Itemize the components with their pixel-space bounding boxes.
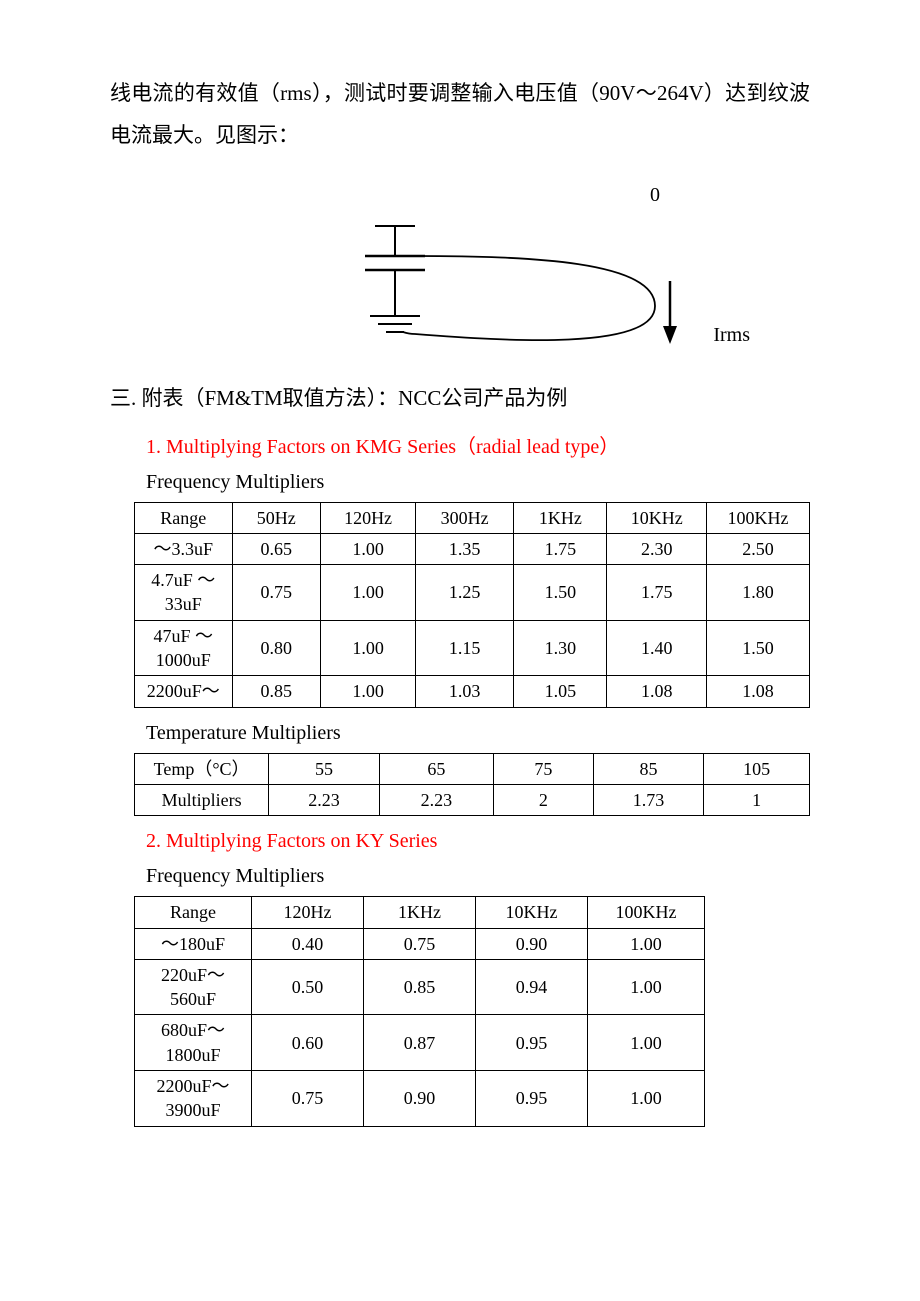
section3-heading: 三. 附表（FM&TM取值方法）：NCC公司产品为例 [110, 382, 810, 416]
table-cell: 47uF ～ 1000uF [135, 620, 233, 676]
table-header-cell: Range [135, 897, 252, 928]
table-cell: 1.08 [707, 676, 810, 707]
table-cell: 0.90 [476, 928, 588, 959]
table-cell: 0.75 [232, 565, 321, 621]
kmg-freq-title: Frequency Multipliers [146, 471, 810, 494]
table-cell: 2.50 [707, 533, 810, 564]
table-cell: 2 [494, 784, 594, 815]
table-header-cell: 1KHz [514, 502, 607, 533]
table-cell: Multipliers [135, 784, 269, 815]
table-cell: 0.90 [364, 1071, 476, 1127]
table-cell: 2200uF～ 3900uF [135, 1071, 252, 1127]
table-header-cell: 55 [269, 753, 380, 784]
table-header-cell: 100KHz [707, 502, 810, 533]
table-cell: 0.85 [364, 959, 476, 1015]
table-cell: 2200uF～ [135, 676, 233, 707]
table-cell: 0.75 [364, 928, 476, 959]
intro-paragraph: 线电流的有效值（rms），测试时要调整输入电压值（90V～264V）达到纹波电流… [110, 72, 810, 156]
table-cell: 2.23 [269, 784, 380, 815]
table-cell: 1.08 [607, 676, 707, 707]
table-header-cell: 120Hz [321, 502, 416, 533]
table-cell: 1.73 [593, 784, 704, 815]
table-cell: 1.25 [416, 565, 514, 621]
table-cell: 1.00 [321, 620, 416, 676]
table-header-cell: 65 [379, 753, 493, 784]
table-cell: 1.00 [588, 1015, 705, 1071]
circuit-figure: 0 Irms [110, 166, 810, 376]
table-cell: 0.94 [476, 959, 588, 1015]
table-header-cell: Temp（°C） [135, 753, 269, 784]
table-cell: 0.60 [252, 1015, 364, 1071]
table-cell: 1.15 [416, 620, 514, 676]
table-cell: ～3.3uF [135, 533, 233, 564]
kmg-temp-title: Temperature Multipliers [146, 722, 810, 745]
table-cell: 1.80 [707, 565, 810, 621]
table-cell: 0.75 [252, 1071, 364, 1127]
table-cell: 1.00 [588, 928, 705, 959]
kmg-freq-table: Range50Hz120Hz300Hz1KHz10KHz100KHz ～3.3uF… [134, 502, 810, 708]
table-header-cell: 1KHz [364, 897, 476, 928]
table-cell: 1.30 [514, 620, 607, 676]
kmg-title: 1. Multiplying Factors on KMG Series（rad… [146, 430, 810, 459]
kmg-temp-table: Temp（°C）55657585105Multipliers2.232.2321… [134, 753, 810, 817]
ky-title: 2. Multiplying Factors on KY Series [146, 830, 810, 853]
table-cell: 1.00 [588, 959, 705, 1015]
page-root: 线电流的有效值（rms），测试时要调整输入电压值（90V～264V）达到纹波电流… [0, 0, 920, 1301]
table-cell: 0.85 [232, 676, 321, 707]
table-cell: 1.00 [321, 565, 416, 621]
table-cell: 1.00 [588, 1071, 705, 1127]
table-header-cell: 105 [704, 753, 810, 784]
table-header-cell: 75 [494, 753, 594, 784]
table-cell: 0.95 [476, 1071, 588, 1127]
table-cell: 680uF～ 1800uF [135, 1015, 252, 1071]
table-header-cell: 120Hz [252, 897, 364, 928]
table-cell: 1.03 [416, 676, 514, 707]
table-cell: 2.23 [379, 784, 493, 815]
ky-freq-title: Frequency Multipliers [146, 865, 810, 888]
table-cell: 1.50 [707, 620, 810, 676]
table-cell: 0.80 [232, 620, 321, 676]
table-header-cell: 100KHz [588, 897, 705, 928]
table-cell: 220uF～ 560uF [135, 959, 252, 1015]
table-header-cell: Range [135, 502, 233, 533]
table-header-cell: 85 [593, 753, 704, 784]
table-header-cell: 10KHz [476, 897, 588, 928]
figure-irms-label: Irms [713, 324, 750, 347]
table-cell: 1.40 [607, 620, 707, 676]
figure-zero-label: 0 [650, 184, 660, 207]
table-cell: 1 [704, 784, 810, 815]
table-cell: 1.75 [514, 533, 607, 564]
table-cell: 1.05 [514, 676, 607, 707]
table-header-cell: 50Hz [232, 502, 321, 533]
table-cell: 1.00 [321, 533, 416, 564]
circuit-svg [110, 166, 810, 376]
table-cell: 1.35 [416, 533, 514, 564]
ky-freq-table: Range120Hz1KHz10KHz100KHz～180uF0.400.750… [134, 896, 705, 1126]
table-cell: 0.40 [252, 928, 364, 959]
table-cell: 0.87 [364, 1015, 476, 1071]
table-cell: 0.95 [476, 1015, 588, 1071]
table-cell: ～180uF [135, 928, 252, 959]
table-cell: 1.50 [514, 565, 607, 621]
table-cell: 1.00 [321, 676, 416, 707]
table-cell: 1.75 [607, 565, 707, 621]
table-header-cell: 10KHz [607, 502, 707, 533]
table-cell: 0.50 [252, 959, 364, 1015]
table-cell: 0.65 [232, 533, 321, 564]
table-cell: 4.7uF ～ 33uF [135, 565, 233, 621]
table-header-cell: 300Hz [416, 502, 514, 533]
table-cell: 2.30 [607, 533, 707, 564]
